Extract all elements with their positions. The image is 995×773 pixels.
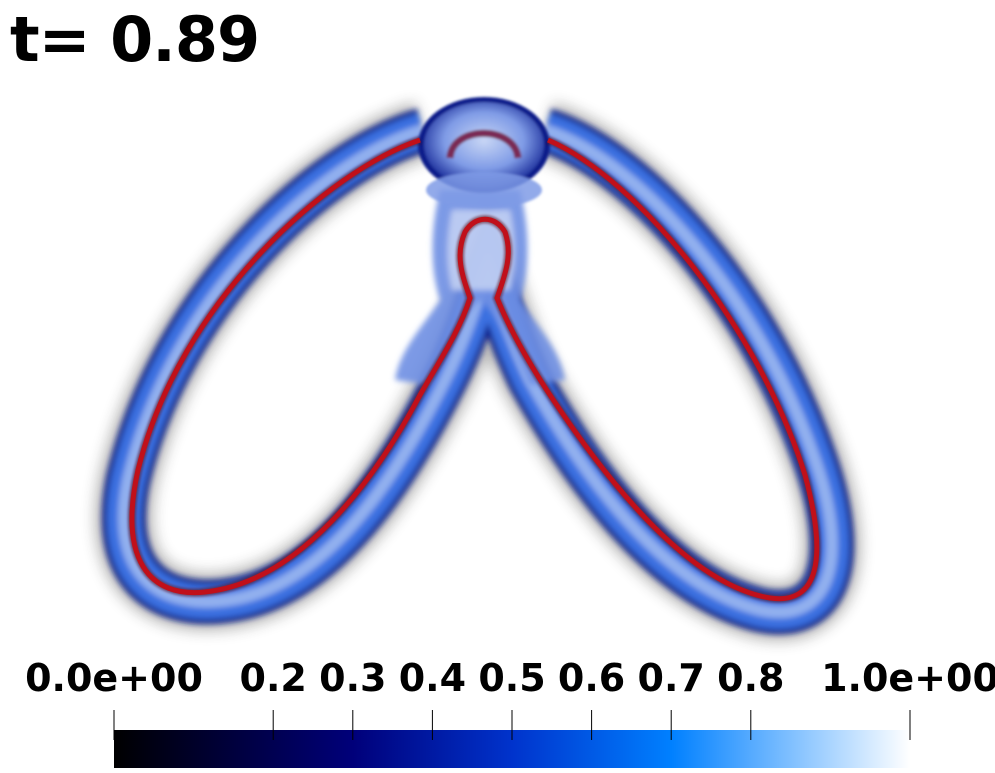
colorbar-tick-label: 0.2 <box>239 656 307 700</box>
time-label: t= 0.89 <box>10 3 260 76</box>
colorbar <box>113 710 911 768</box>
colorbar-tick-label: 0.0e+00 <box>25 656 203 700</box>
colorbar-tick-label: 0.7 <box>637 656 705 700</box>
colorbar-tick-labels: 0.0e+00 0.2 0.3 0.4 0.5 0.6 0.7 0.8 1.0e+00 <box>0 652 995 704</box>
field-visualization <box>94 97 861 641</box>
top-cap <box>418 97 550 208</box>
colorbar-tick-label: 0.3 <box>319 656 387 700</box>
colorbar-tick-label: 0.6 <box>557 656 626 700</box>
colorbar-tick-label: 1.0e+00 <box>821 656 995 700</box>
interface-line <box>129 137 820 602</box>
colorbar-tick-label: 0.8 <box>717 656 785 700</box>
colorbar-ticks <box>113 710 911 740</box>
interface-contour <box>128 136 821 603</box>
colorbar-tick-label: 0.5 <box>478 656 546 700</box>
colorbar-tick-label: 0.4 <box>398 656 467 700</box>
